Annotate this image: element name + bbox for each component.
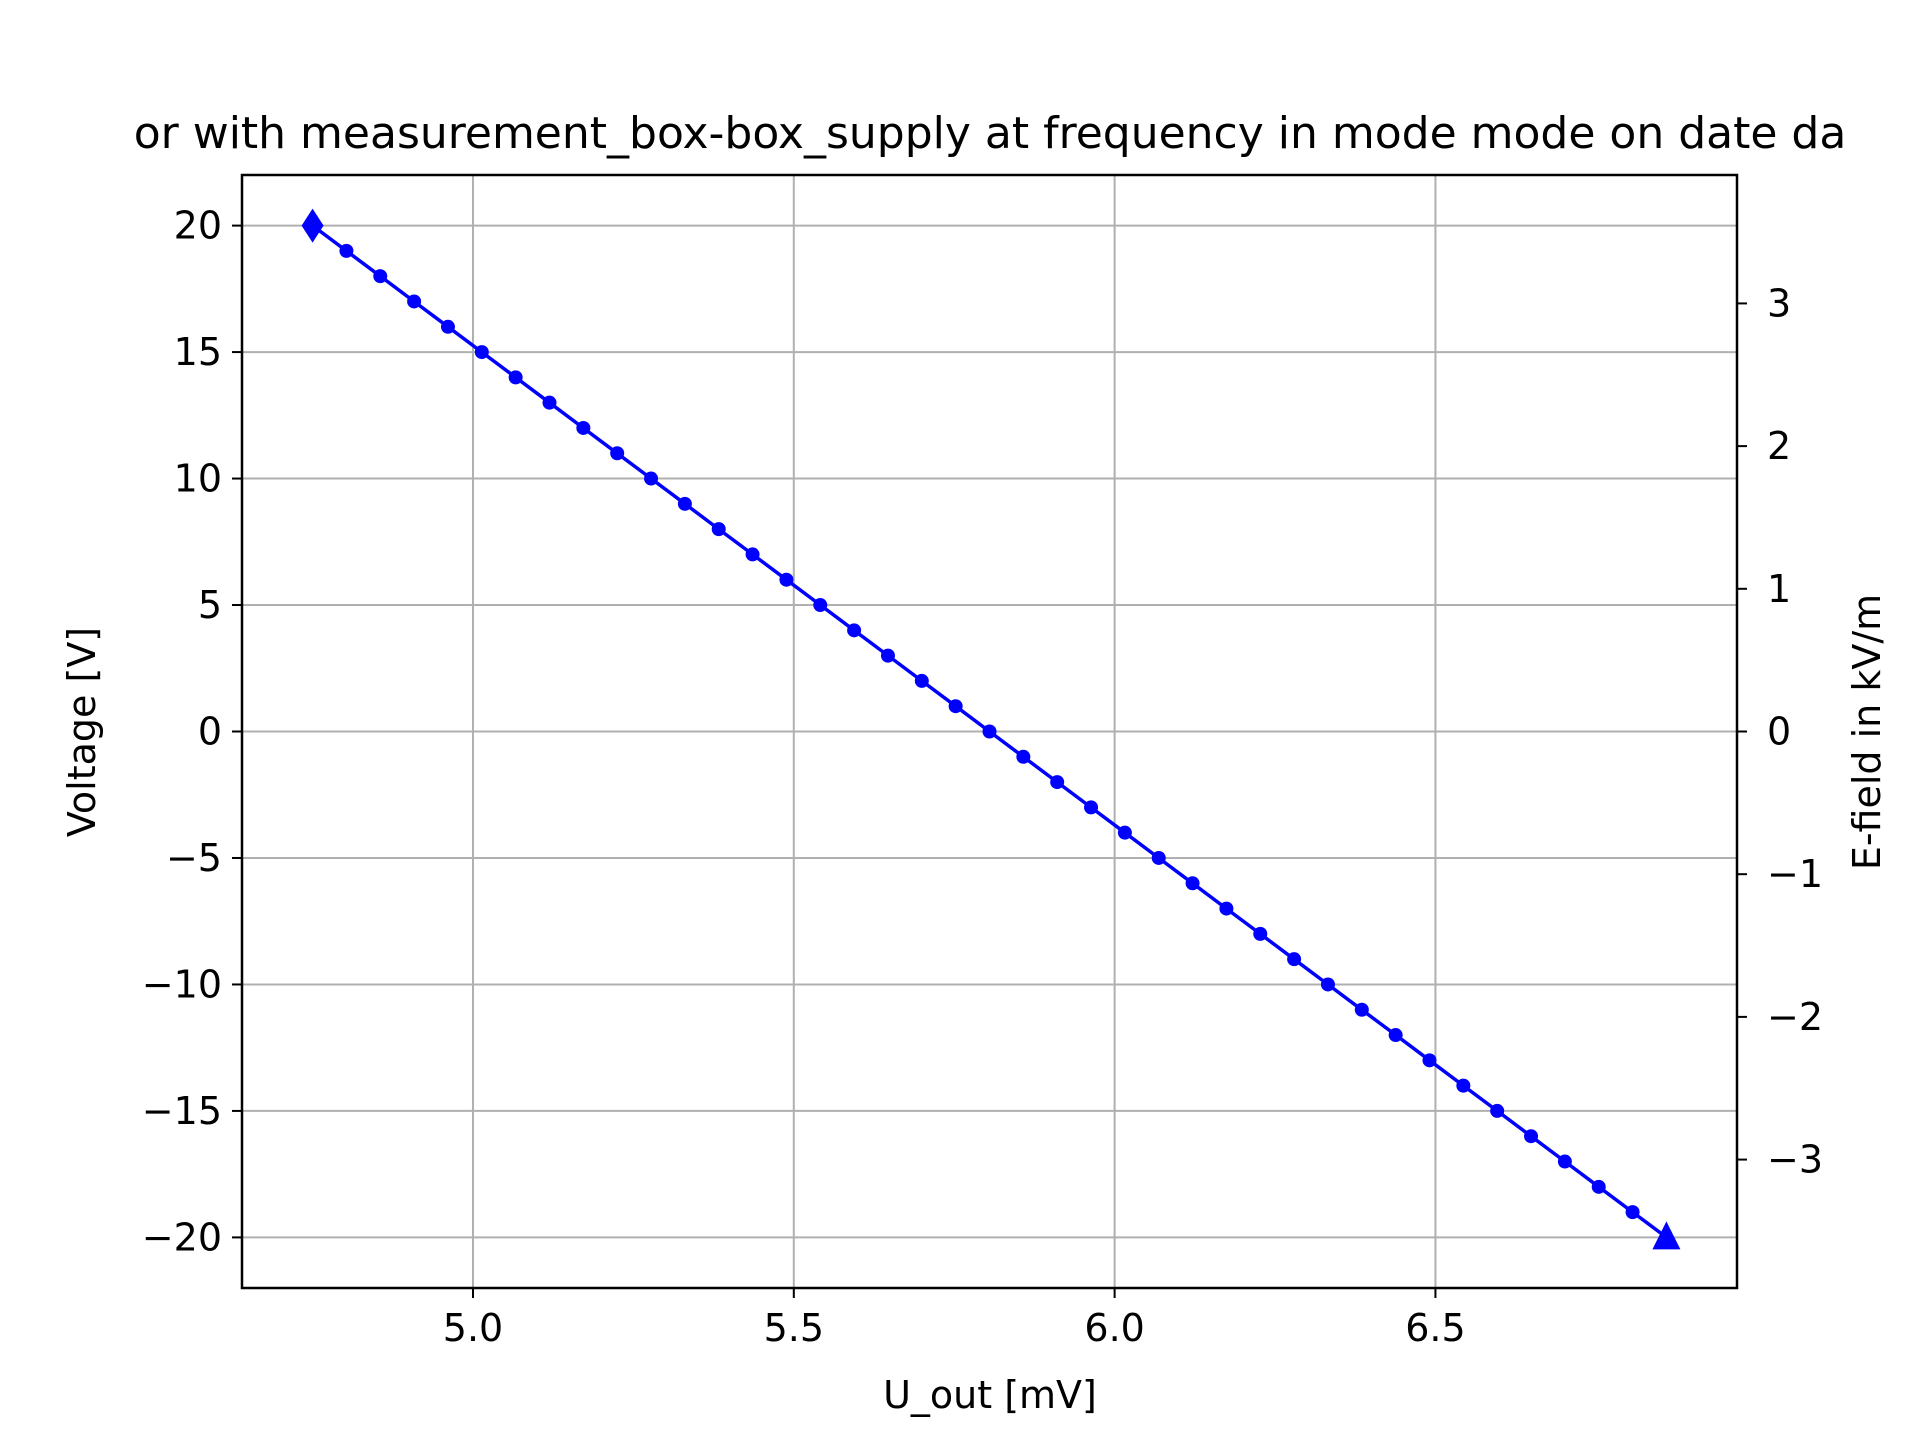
start-diamond-marker: [301, 208, 324, 243]
y-tick-label: −5: [166, 836, 222, 880]
data-point: [677, 496, 692, 511]
data-point: [1456, 1078, 1471, 1093]
data-point: [1422, 1053, 1437, 1068]
data-point: [982, 724, 997, 739]
data-point: [779, 572, 794, 587]
x-tick-label: 6.5: [1405, 1306, 1465, 1350]
data-point: [1117, 825, 1132, 840]
data-point: [1490, 1103, 1505, 1118]
y-tick-label: −20: [142, 1215, 222, 1259]
x-tick-label: 5.5: [764, 1306, 824, 1350]
data-point: [847, 623, 862, 638]
data-point: [711, 522, 726, 537]
y2-tick-label: 0: [1767, 710, 1791, 754]
data-point: [914, 673, 929, 688]
data-point: [542, 395, 557, 410]
y2-tick-label: −2: [1767, 995, 1823, 1039]
data-point: [1219, 901, 1234, 916]
data-point: [339, 243, 354, 258]
x-axis-title: U_out [mV]: [883, 1373, 1097, 1417]
y-tick-label: 5: [198, 583, 222, 627]
y2-tick-label: 1: [1767, 567, 1791, 611]
data-point: [880, 648, 895, 663]
data-point: [1050, 775, 1065, 790]
series-layer: [301, 208, 1681, 1250]
data-point: [1320, 977, 1335, 992]
y-tick-label: −15: [142, 1089, 222, 1133]
y2-axis-title: E-field in kV/m: [1845, 594, 1889, 870]
y-tick-label: 20: [174, 204, 222, 248]
ticks: 5.0 5.5 6.0 6.5−20−15−10−505101520−3−2−1012…: [142, 204, 1823, 1350]
y-tick-label: 15: [174, 330, 222, 374]
data-point: [1354, 1002, 1369, 1017]
data-point: [373, 269, 388, 284]
y-axis-title: Voltage [V]: [60, 627, 104, 837]
data-point: [745, 547, 760, 562]
data-point: [1084, 800, 1099, 815]
x-tick-label: 6.0: [1084, 1306, 1144, 1350]
x-tick-label: 5.0: [443, 1306, 503, 1350]
chart-title: or with measurement_box-box_supply at fr…: [134, 108, 1847, 159]
data-point: [440, 319, 455, 334]
y2-tick-label: 3: [1767, 281, 1791, 325]
data-point: [407, 294, 422, 309]
data-point: [576, 420, 591, 435]
data-point: [1151, 850, 1166, 865]
grid: [242, 175, 1737, 1288]
data-point: [1287, 952, 1302, 967]
y2-tick-label: 2: [1767, 424, 1791, 468]
data-point: [1557, 1154, 1572, 1169]
y-tick-label: 0: [198, 710, 222, 754]
data-point: [1524, 1129, 1539, 1144]
data-point: [1016, 749, 1031, 764]
y-tick-label: −10: [142, 962, 222, 1006]
data-point: [1253, 926, 1268, 941]
data-point: [474, 345, 489, 360]
y-tick-label: 10: [174, 457, 222, 501]
data-point: [948, 699, 963, 714]
y2-tick-label: −3: [1767, 1138, 1823, 1182]
data-point: [1625, 1205, 1640, 1220]
data-point: [508, 370, 523, 385]
data-point: [610, 446, 625, 461]
data-point: [1388, 1028, 1403, 1043]
y2-tick-label: −1: [1767, 852, 1823, 896]
end-triangle-marker: [1652, 1221, 1681, 1250]
data-point: [813, 598, 828, 613]
data-point: [1185, 876, 1200, 891]
data-point: [1591, 1179, 1606, 1194]
data-point: [644, 471, 659, 486]
